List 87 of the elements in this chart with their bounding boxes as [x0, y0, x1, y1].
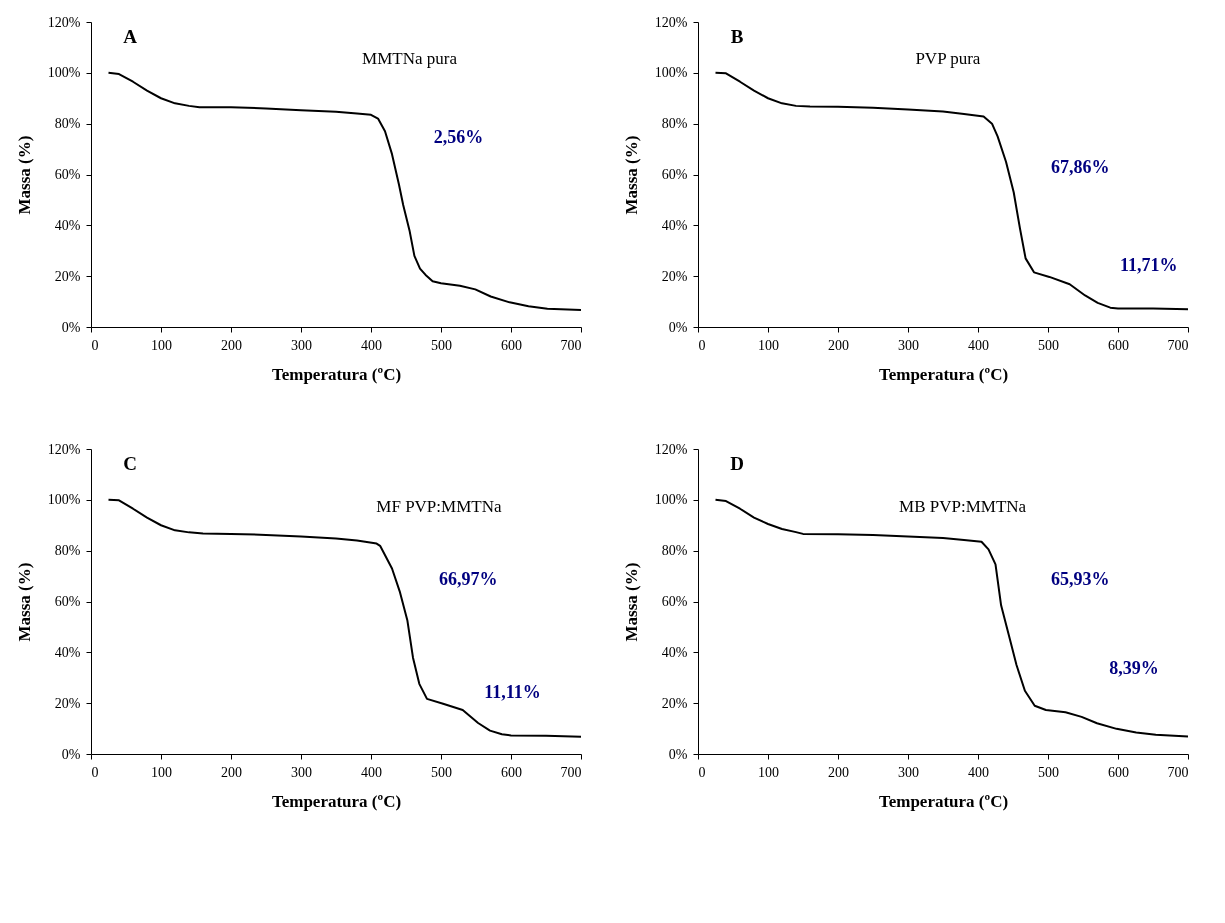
x-tick-label: 400 [968, 337, 989, 353]
chart-title: D [730, 453, 745, 475]
x-tick-label: 300 [898, 764, 919, 780]
x-tick-label: 200 [828, 764, 849, 780]
x-tick-label: 100 [151, 764, 172, 780]
y-tick-label: 60% [661, 167, 688, 182]
text: MMTNa pura [362, 48, 458, 68]
x-tick-label: 600 [1108, 337, 1129, 353]
y-axis-title: Massa (%) [621, 135, 641, 215]
y-tick-label: 0% [668, 319, 688, 335]
annotation: 65,93% [1050, 569, 1110, 590]
x-tick-label: 700 [560, 337, 582, 353]
text: MB PVP:MMTNa [899, 496, 1027, 516]
x-axis-title: Temperatura (ºC) [271, 791, 402, 811]
x-tick-label: 300 [898, 337, 919, 353]
x-tick-label: 0 [91, 337, 99, 353]
x-tick-label: 0 [91, 764, 99, 780]
y-tick-label: 80% [54, 543, 81, 559]
x-tick-label: 300 [291, 764, 312, 780]
y-tick-label: 0% [668, 746, 688, 762]
y-tick-label: 100% [47, 492, 81, 508]
annotation: 8,39% [1109, 657, 1159, 678]
y-tick-label: 80% [54, 116, 81, 132]
line-series [107, 71, 582, 311]
annotation: 67,86% [1050, 157, 1110, 178]
annotation: 2,56% [433, 126, 484, 147]
y-tick-label: 20% [54, 695, 81, 711]
x-axis-title: Temperatura (ºC) [878, 364, 1009, 384]
x-tick-label: 600 [501, 337, 522, 353]
y-tick-label: 100% [654, 492, 688, 508]
x-tick-label: 100 [151, 337, 172, 353]
x-tick-label: 200 [828, 337, 849, 353]
y-tick-label: 120% [654, 441, 688, 457]
x-tick-label: 600 [501, 764, 522, 780]
line-series [714, 498, 1189, 738]
x-tick-label: 500 [1038, 764, 1059, 780]
chart-title: C [123, 453, 138, 475]
y-tick-label: 20% [661, 695, 688, 711]
x-tick-label: 0 [698, 764, 706, 780]
chart-title: A [123, 26, 138, 48]
y-tick-label: 60% [54, 167, 81, 182]
y-tick-label: 20% [54, 268, 81, 284]
line-series [107, 498, 582, 738]
x-tick-label: 700 [1167, 764, 1189, 780]
y-tick-label: 120% [47, 14, 81, 30]
y-tick-label: 80% [661, 116, 688, 132]
x-axis-title: Temperatura (ºC) [271, 364, 402, 384]
x-tick-label: 0 [698, 337, 706, 353]
y-axis-title: Massa (%) [621, 562, 641, 642]
x-tick-label: 600 [1108, 764, 1129, 780]
line-series [714, 71, 1189, 311]
x-tick-label: 500 [431, 764, 452, 780]
y-tick-label: 0% [61, 319, 81, 335]
annotation: 66,97% [439, 569, 498, 590]
y-tick-label: 40% [661, 217, 688, 233]
y-tick-label: 40% [54, 644, 81, 660]
x-tick-label: 700 [1167, 337, 1189, 353]
x-tick-label: 400 [361, 337, 382, 353]
text: MF PVP:MMTNa [376, 496, 502, 516]
x-tick-label: 200 [221, 764, 242, 780]
text: PVP pura [915, 48, 981, 68]
annotation: 11,71% [1120, 255, 1178, 275]
chart-title: B [730, 26, 744, 48]
y-tick-label: 120% [654, 14, 688, 30]
x-tick-label: 200 [221, 337, 242, 353]
y-tick-label: 0% [61, 746, 81, 762]
y-axis-title: Massa (%) [14, 135, 34, 215]
x-tick-label: 400 [361, 764, 382, 780]
x-tick-label: 300 [291, 337, 312, 353]
y-tick-label: 60% [54, 594, 81, 609]
y-tick-label: 20% [661, 268, 688, 284]
y-tick-label: 40% [54, 217, 81, 233]
x-tick-label: 500 [1038, 337, 1059, 353]
y-tick-label: 100% [47, 65, 81, 81]
y-tick-label: 60% [661, 594, 688, 609]
x-tick-label: 500 [431, 337, 452, 353]
y-tick-label: 100% [654, 65, 688, 81]
x-tick-label: 100 [758, 337, 779, 353]
annotation: 11,11% [484, 682, 541, 702]
y-tick-label: 40% [661, 644, 688, 660]
x-tick-label: 100 [758, 764, 779, 780]
y-axis-title: Massa (%) [14, 562, 34, 642]
y-tick-label: 120% [47, 441, 81, 457]
x-axis-title: Temperatura (ºC) [878, 791, 1009, 811]
y-tick-label: 80% [661, 543, 688, 559]
x-tick-label: 400 [968, 764, 989, 780]
x-tick-label: 700 [560, 764, 582, 780]
